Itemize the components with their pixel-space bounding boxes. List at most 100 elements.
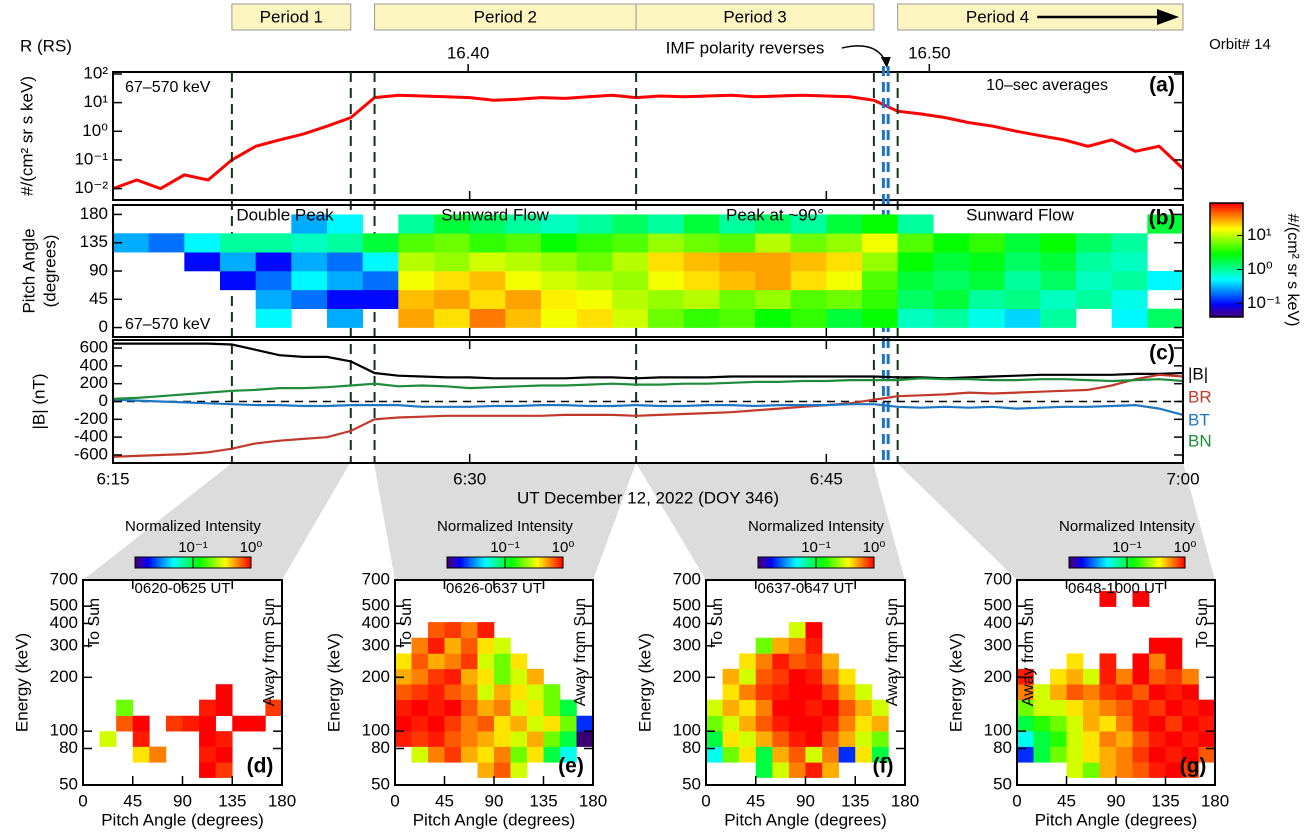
heat-cell [1033, 746, 1051, 763]
colorbar-slice [1163, 557, 1167, 568]
heat-cell [411, 746, 429, 763]
colorbar-slice [1210, 260, 1243, 263]
colorbar-slice [767, 557, 771, 568]
heat-cell [327, 308, 363, 328]
colorbar-slice [485, 557, 489, 568]
colorbar-slice [502, 557, 506, 568]
colorbar-tick-label: 10⁰ [863, 539, 886, 556]
colorbar-slice [229, 557, 233, 568]
heat-cell [477, 637, 495, 654]
heat-cell [1004, 271, 1041, 291]
colorbar-slice [840, 557, 844, 568]
colorbar-slice [480, 557, 484, 568]
y-tick-label: 200 [984, 667, 1012, 686]
heat-cell [220, 252, 256, 272]
heat-cell [1083, 715, 1100, 732]
heat-cell [855, 731, 873, 747]
colorbar-slice [156, 557, 160, 568]
colorbar-slice [471, 557, 475, 568]
colorbar-slice [1210, 245, 1243, 249]
y-tick-label: 10⁻¹ [74, 149, 108, 168]
colorbar-slice [1127, 557, 1130, 568]
colorbar-slice [1210, 305, 1243, 308]
heat-cell [1033, 684, 1051, 700]
heat-cell [494, 668, 511, 685]
orbit-label: Orbit# 14 [1209, 36, 1271, 53]
heat-cell [494, 684, 511, 700]
heat-cell [897, 289, 934, 310]
colorbar-slice [147, 557, 150, 568]
x-tick-label: 45 [1057, 791, 1076, 810]
colorbar-slice [1210, 290, 1243, 294]
x-tick-label: 180 [891, 791, 919, 810]
heat-cell [220, 233, 256, 253]
colorbar-slice [241, 557, 245, 568]
colorbar-slice [871, 557, 875, 568]
colorbar-tick-label: 10¹ [1247, 225, 1272, 244]
heat-cell [541, 214, 577, 234]
y-tick-label: 700 [362, 569, 390, 588]
heat-cell [434, 252, 470, 272]
heat-cell [1066, 653, 1084, 670]
heat-cell [648, 233, 684, 253]
heat-cell [1066, 715, 1084, 732]
heat-cell [327, 289, 363, 310]
heat-cell [706, 731, 723, 747]
colorbar-slice [1210, 255, 1243, 259]
colorbar-slice [1114, 557, 1118, 568]
y-tick-label: 700 [50, 569, 78, 588]
heat-cell [1033, 731, 1051, 747]
heat-cell [1198, 731, 1216, 747]
colorbar-slice [1210, 231, 1243, 235]
heat-cell [541, 289, 577, 310]
y-tick-label: 500 [50, 596, 78, 615]
colorbar-slice [500, 557, 504, 568]
heat-cell [543, 731, 561, 747]
heat-cell [1149, 653, 1166, 670]
colorbar-slice [774, 557, 778, 568]
colorbar-slice [784, 557, 788, 568]
heat-cell [739, 684, 757, 700]
heat-cell [1165, 668, 1183, 685]
colorbar-slice [222, 557, 225, 568]
colorbar-slice [217, 557, 221, 568]
heat-cell [148, 233, 185, 253]
heat-cell [855, 699, 873, 717]
panel-label: (b) [1149, 207, 1176, 230]
heat-cell [1050, 731, 1067, 747]
heat-cell [398, 252, 435, 272]
colorbar-slice [1107, 557, 1111, 568]
heat-cell [1040, 289, 1077, 310]
colorbar-slice [1210, 207, 1243, 211]
heat-cell [505, 214, 542, 234]
heat-cell [755, 699, 773, 717]
colorbar-slice [1210, 222, 1243, 225]
colorbar-slice [536, 557, 540, 568]
heat-cell [772, 637, 790, 654]
heat-cell [1083, 668, 1100, 685]
heat-cell [541, 233, 577, 253]
heat-cell [291, 233, 328, 253]
colorbar-slice [149, 557, 153, 568]
y-axis-label: |B| (nT) [29, 373, 48, 429]
heat-cell [461, 653, 478, 670]
colorbar-slice [185, 557, 189, 568]
colorbar-slice [139, 557, 143, 568]
heat-cell [395, 684, 412, 700]
heat-cell [772, 684, 790, 700]
heat-cell [477, 653, 495, 670]
heat-cell [706, 746, 723, 763]
colorbar-slice [490, 557, 494, 568]
heat-cell [1149, 699, 1166, 717]
heat-cell [788, 699, 806, 717]
heat-cell [1099, 731, 1117, 747]
heat-cell [255, 308, 292, 328]
heat-cell [897, 233, 934, 253]
heat-cell [683, 271, 720, 291]
y-tick-label: -400 [74, 427, 108, 446]
heat-cell [199, 762, 216, 778]
colorbar-slice [459, 557, 462, 568]
heat-cell [838, 684, 856, 700]
heat-cell [510, 668, 528, 685]
colorbar-slice [787, 557, 790, 568]
